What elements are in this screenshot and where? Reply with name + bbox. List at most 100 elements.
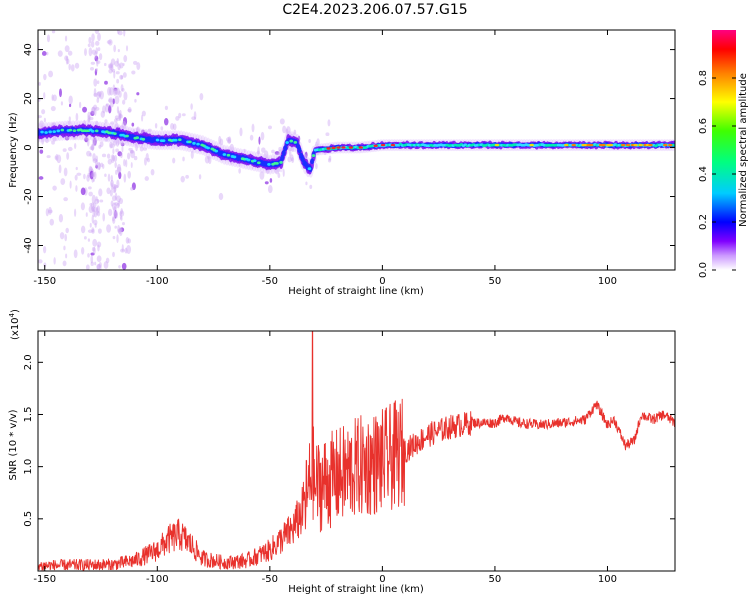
noise-blob — [112, 217, 116, 224]
noise-blob — [193, 111, 197, 120]
noise-blob — [127, 170, 132, 179]
noise-blob — [114, 115, 119, 120]
noise-blob — [96, 263, 101, 270]
snr-x-label: Height of straight line (km) — [288, 584, 424, 595]
noise-blob — [95, 196, 98, 201]
noise-blob — [123, 91, 128, 101]
noise-blob — [278, 146, 283, 152]
noise-blob — [99, 141, 104, 148]
noise-blob — [88, 47, 93, 57]
noise-blob — [129, 150, 135, 154]
noise-blob — [259, 171, 265, 180]
highlight-blob — [672, 143, 675, 147]
noise-blob — [260, 131, 265, 141]
noise-blob — [43, 73, 47, 81]
noise-blob — [121, 262, 127, 270]
spectrogram-frame — [37, 29, 676, 271]
noise-blob — [116, 57, 119, 64]
noise-blob — [116, 106, 120, 114]
noise-blob — [111, 202, 117, 211]
noise-blob — [89, 152, 92, 157]
noise-blob — [170, 123, 175, 130]
noise-blob — [108, 97, 114, 104]
noise-blob — [117, 30, 123, 36]
highlight-blob — [285, 141, 289, 144]
noise-blob — [90, 254, 94, 264]
noise-blob — [73, 143, 77, 150]
noise-blob — [42, 245, 47, 254]
highlight-blob — [192, 141, 196, 145]
noise-blob — [107, 63, 113, 69]
noise-blob — [117, 30, 120, 35]
noise-blob — [94, 137, 97, 147]
noise-blob — [127, 108, 132, 112]
colorbar-tick-label: 0.8 — [698, 70, 709, 86]
noise-blob — [74, 174, 78, 181]
noise-blob — [117, 110, 120, 119]
noise-blob — [107, 158, 113, 165]
noise-blob — [90, 110, 95, 116]
noise-blob — [90, 143, 95, 151]
snr-multiplier: (x104) — [8, 309, 21, 340]
hotspot-blob — [341, 146, 346, 149]
hotspot-blob — [358, 146, 363, 149]
noise-blob — [112, 139, 118, 146]
noise-blob — [105, 257, 110, 264]
noise-blob — [38, 81, 41, 86]
noise-blob — [94, 211, 98, 218]
noise-blob — [103, 62, 107, 67]
noise-blob — [131, 182, 136, 191]
noise-blob — [73, 249, 78, 259]
noise-blob — [288, 147, 293, 151]
noise-blob — [119, 74, 124, 80]
x-tick-label: -50 — [262, 276, 278, 287]
noise-blob — [120, 248, 125, 253]
noise-blob — [154, 122, 158, 129]
noise-blob — [316, 138, 320, 146]
x-tick-label: -100 — [146, 574, 169, 585]
highlight-blob — [267, 162, 271, 166]
noise-blob — [88, 205, 94, 214]
noise-blob — [208, 156, 212, 165]
noise-blob — [251, 123, 255, 133]
noise-blob — [114, 161, 117, 169]
noise-blob — [117, 224, 121, 233]
noise-blob — [118, 227, 122, 232]
noise-blob — [87, 111, 91, 120]
highlight-blob — [289, 139, 294, 143]
noise-blob — [91, 106, 96, 115]
noise-blob — [94, 261, 97, 266]
x-tick-label: 50 — [489, 276, 502, 287]
noise-blob — [226, 137, 231, 142]
noise-blob — [124, 247, 128, 254]
noise-blob — [92, 202, 97, 208]
noise-blob — [112, 98, 115, 105]
noise-blob — [87, 115, 91, 123]
noise-blob — [68, 95, 73, 105]
noise-blob — [112, 235, 116, 240]
noise-blob — [92, 137, 96, 147]
noise-blob — [96, 97, 100, 103]
colorbar-ticks: 0.0 0.2 0.4 0.6 0.8 — [698, 70, 736, 278]
noise-blob — [92, 246, 96, 255]
noise-blob — [144, 176, 149, 181]
y-tick-label: 0 — [23, 144, 34, 150]
noise-blob — [114, 209, 117, 219]
noise-blob — [185, 174, 189, 179]
hotspot-blob — [608, 143, 614, 147]
noise-blob — [207, 155, 210, 160]
noise-blob — [51, 140, 55, 145]
noise-blob — [229, 143, 235, 153]
noise-blob — [112, 84, 116, 92]
noise-blob — [100, 162, 104, 168]
noise-blob — [97, 244, 100, 252]
noise-blob — [122, 99, 126, 105]
noise-blob — [113, 87, 118, 91]
noise-blob — [104, 80, 108, 85]
noise-blob — [51, 30, 56, 34]
noise-blob — [67, 146, 73, 152]
noise-blob — [110, 58, 116, 66]
noise-blob — [136, 126, 141, 133]
y-tick-label: 1.5 — [23, 407, 34, 423]
noise-blob — [104, 173, 107, 177]
